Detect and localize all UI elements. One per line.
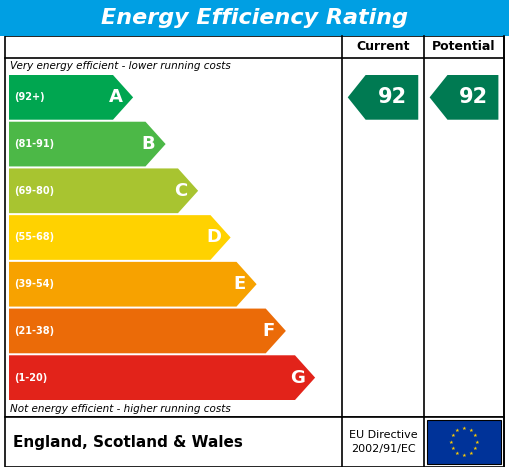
Text: (69-80): (69-80) — [14, 186, 54, 196]
Text: G: G — [291, 368, 305, 387]
Text: Current: Current — [356, 41, 410, 54]
Text: Not energy efficient - higher running costs: Not energy efficient - higher running co… — [10, 404, 231, 414]
Polygon shape — [9, 355, 315, 400]
Text: ★: ★ — [450, 446, 455, 451]
Text: 92: 92 — [377, 87, 407, 107]
Text: ★: ★ — [462, 426, 466, 432]
Text: (92+): (92+) — [14, 92, 45, 102]
Polygon shape — [9, 122, 165, 166]
Polygon shape — [348, 75, 418, 120]
Polygon shape — [9, 169, 198, 213]
Text: England, Scotland & Wales: England, Scotland & Wales — [13, 434, 243, 450]
Text: A: A — [109, 88, 123, 106]
Polygon shape — [430, 75, 498, 120]
Text: ★: ★ — [448, 439, 453, 445]
Polygon shape — [9, 75, 133, 120]
Text: ★: ★ — [455, 451, 460, 456]
Text: Very energy efficient - lower running costs: Very energy efficient - lower running co… — [10, 61, 231, 71]
Bar — [427, 420, 501, 464]
Text: EU Directive
2002/91/EC: EU Directive 2002/91/EC — [349, 430, 417, 454]
Text: B: B — [142, 135, 155, 153]
Bar — [5, 417, 504, 467]
Text: ★: ★ — [450, 433, 455, 438]
Text: ★: ★ — [468, 428, 473, 433]
Bar — [0, 0, 509, 36]
Text: (1-20): (1-20) — [14, 373, 47, 382]
Bar — [5, 36, 504, 417]
Text: ★: ★ — [473, 433, 478, 438]
Polygon shape — [9, 262, 257, 306]
Text: (55-68): (55-68) — [14, 233, 54, 242]
Text: (81-91): (81-91) — [14, 139, 54, 149]
Text: F: F — [263, 322, 275, 340]
Text: ★: ★ — [462, 453, 466, 458]
Text: ★: ★ — [473, 446, 478, 451]
Text: 92: 92 — [459, 87, 488, 107]
Text: (39-54): (39-54) — [14, 279, 54, 289]
Text: E: E — [234, 275, 246, 293]
Polygon shape — [9, 215, 231, 260]
Text: ★: ★ — [455, 428, 460, 433]
Text: (21-38): (21-38) — [14, 326, 54, 336]
Text: Potential: Potential — [432, 41, 496, 54]
Text: ★: ★ — [475, 439, 479, 445]
Text: C: C — [175, 182, 188, 200]
Text: D: D — [206, 228, 221, 247]
Text: ★: ★ — [468, 451, 473, 456]
Text: Energy Efficiency Rating: Energy Efficiency Rating — [101, 8, 408, 28]
Polygon shape — [9, 309, 286, 354]
